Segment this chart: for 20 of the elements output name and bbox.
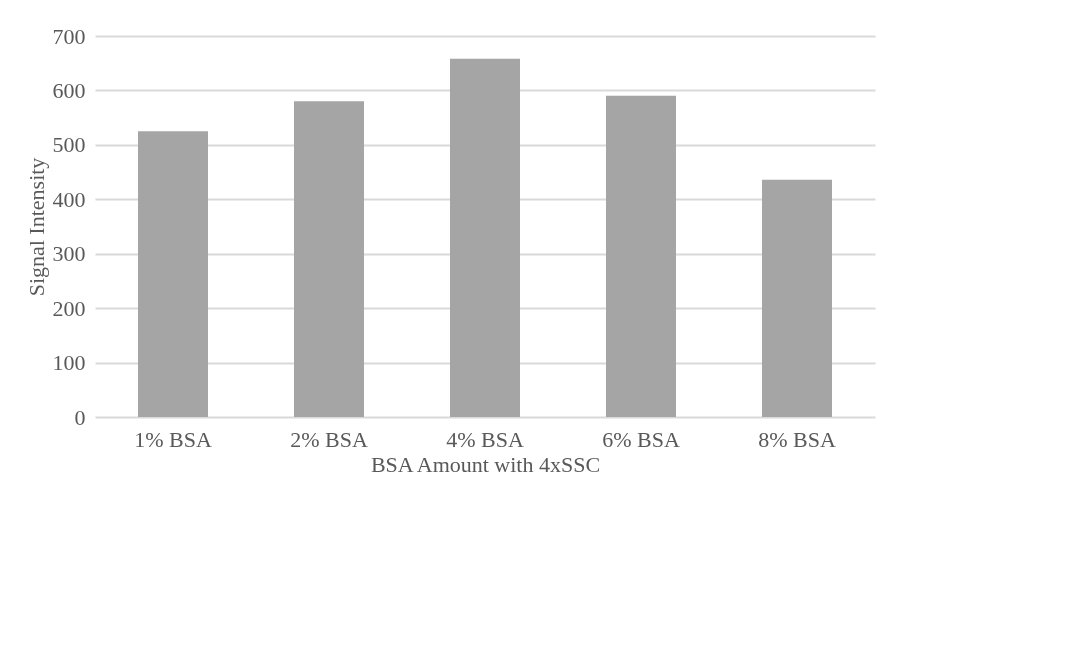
bar xyxy=(294,101,364,417)
bar xyxy=(762,179,832,417)
bar xyxy=(450,58,520,417)
y-axis-title: Signal Intensity xyxy=(23,157,49,297)
y-tick-label: 700 xyxy=(52,23,86,49)
y-tick-label: 200 xyxy=(52,295,86,321)
y-tick-label: 0 xyxy=(74,404,86,430)
x-tick-label: 8% BSA xyxy=(758,426,836,452)
x-tick-label: 1% BSA xyxy=(134,426,212,452)
x-tick-label: 4% BSA xyxy=(446,426,524,452)
bar xyxy=(606,95,676,417)
x-tick-label: 2% BSA xyxy=(290,426,368,452)
y-tick-label: 300 xyxy=(52,241,86,267)
x-tick-label: 6% BSA xyxy=(602,426,680,452)
x-axis-title: BSA Amount with 4xSSC xyxy=(370,451,601,477)
y-tick-label: 400 xyxy=(52,186,86,212)
y-tick-label: 600 xyxy=(52,77,86,103)
y-tick-label: 100 xyxy=(52,350,86,376)
bar xyxy=(138,131,208,417)
y-tick-label: 500 xyxy=(52,132,86,158)
